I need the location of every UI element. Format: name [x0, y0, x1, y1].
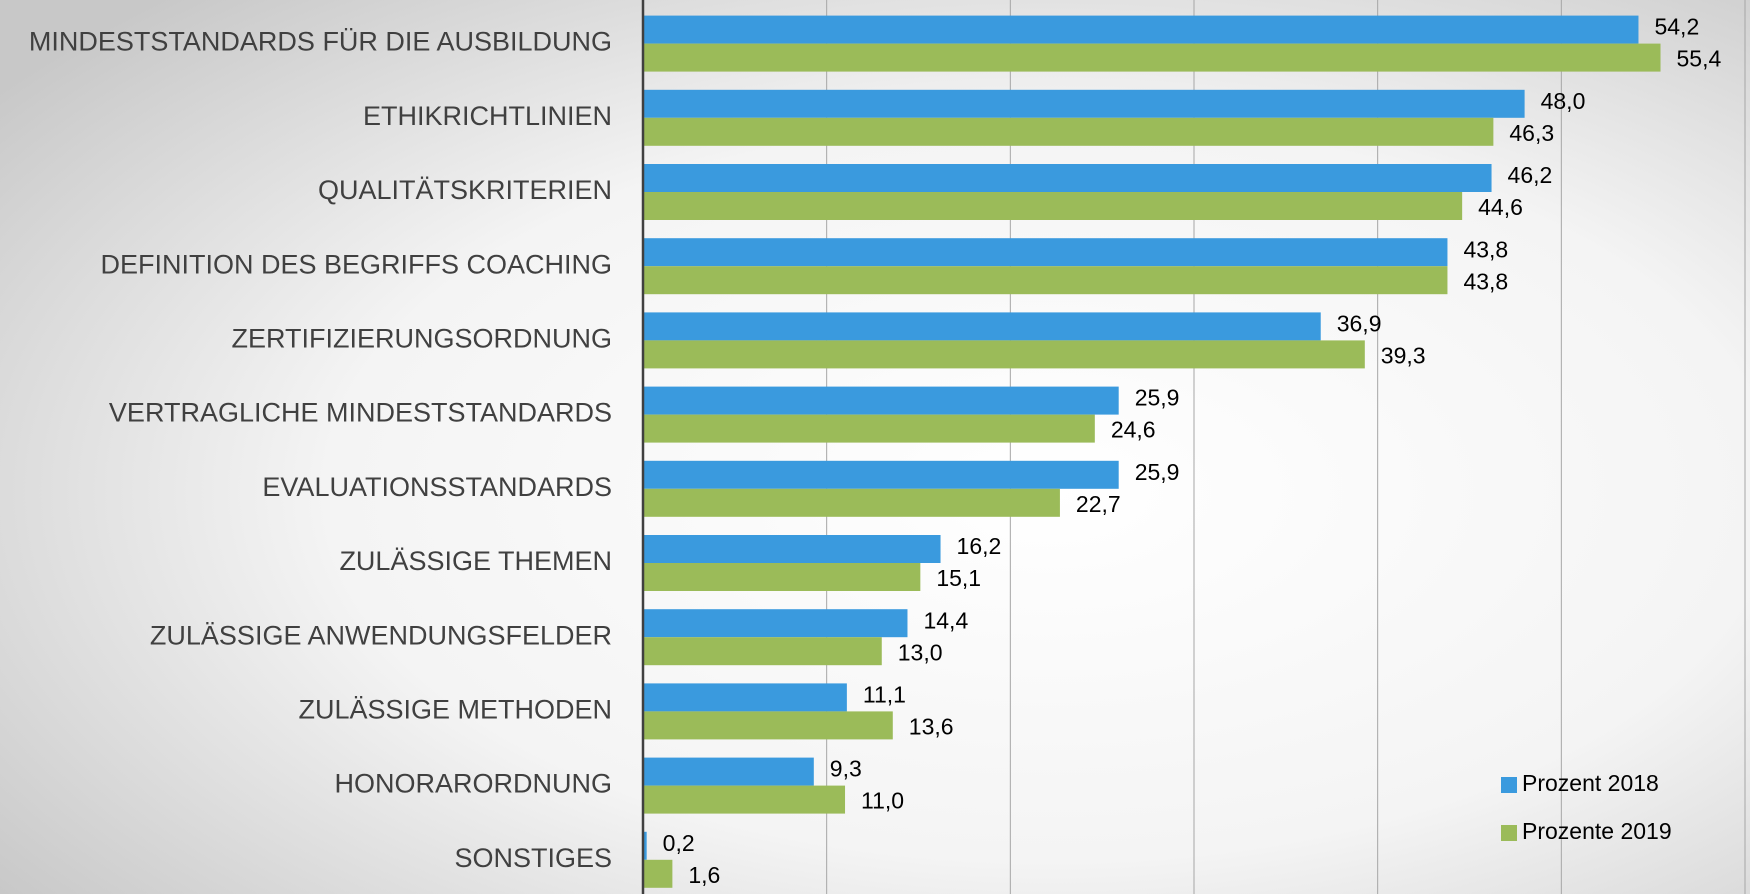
value-label: 1,6 — [688, 862, 720, 888]
bar — [643, 43, 1661, 72]
value-label: 44,6 — [1478, 194, 1523, 220]
value-label: 55,4 — [1677, 46, 1722, 72]
value-label: 39,3 — [1381, 342, 1426, 368]
bar — [643, 859, 673, 888]
bar — [643, 15, 1639, 44]
bar — [643, 831, 647, 860]
value-label: 22,7 — [1076, 491, 1121, 517]
value-label: 43,8 — [1463, 268, 1508, 294]
value-label: 11,1 — [863, 681, 906, 707]
bar — [643, 711, 893, 740]
category-label: SONSTIGES — [454, 843, 612, 873]
value-label: 36,9 — [1337, 310, 1382, 336]
value-label: 48,0 — [1541, 88, 1586, 114]
value-label: 24,6 — [1111, 417, 1156, 443]
bar — [643, 312, 1321, 341]
value-label: 11,0 — [861, 788, 904, 814]
category-label: EVALUATIONSSTANDARDS — [262, 472, 612, 502]
category-label: ZERTIFIZIERUNGSORDNUNG — [231, 324, 612, 354]
legend-swatch — [1501, 825, 1517, 841]
bar — [643, 192, 1463, 220]
bar — [643, 637, 882, 666]
bar — [643, 340, 1365, 369]
category-label: VERTRAGLICHE MINDESTSTANDARDS — [109, 398, 612, 428]
value-label: 54,2 — [1654, 14, 1699, 40]
bar — [643, 563, 921, 591]
bar — [643, 164, 1492, 192]
value-label: 14,4 — [923, 607, 968, 633]
value-label: 16,2 — [957, 533, 1002, 559]
bar — [643, 785, 846, 814]
bar — [643, 488, 1060, 517]
bar — [643, 460, 1119, 489]
value-label: 9,3 — [830, 756, 862, 782]
bar — [643, 89, 1525, 118]
value-label: 25,9 — [1135, 385, 1180, 411]
bar — [643, 609, 908, 638]
bar — [643, 386, 1119, 415]
value-label: 43,8 — [1463, 236, 1508, 262]
category-label: DEFINITION DES BEGRIFFS COACHING — [100, 249, 612, 279]
value-label: 0,2 — [663, 830, 695, 856]
legend-label: Prozent 2018 — [1522, 770, 1659, 796]
value-label: 46,2 — [1508, 162, 1553, 188]
value-label: 13,6 — [909, 713, 954, 739]
legend-swatch — [1501, 777, 1517, 793]
bar — [643, 117, 1494, 146]
category-label: ETHIKRICHTLINIEN — [363, 101, 612, 131]
bar — [643, 757, 814, 786]
value-label: 15,1 — [936, 565, 981, 591]
value-label: 13,0 — [898, 639, 943, 665]
category-label: ZULÄSSIGE METHODEN — [298, 695, 612, 725]
value-label: 25,9 — [1135, 459, 1180, 485]
category-label: MINDESTSTANDARDS FÜR DIE AUSBILDUNG — [29, 27, 612, 57]
bar — [643, 266, 1448, 295]
bar — [643, 683, 847, 712]
legend-label: Prozente 2019 — [1522, 818, 1672, 844]
category-label: HONORARORDNUNG — [334, 769, 612, 799]
category-label: QUALITÄTSKRITERIEN — [318, 175, 612, 205]
bar — [643, 535, 941, 563]
bar — [643, 414, 1095, 443]
bar — [643, 238, 1448, 267]
value-label: 46,3 — [1509, 120, 1554, 146]
category-label: ZULÄSSIGE ANWENDUNGSFELDER — [150, 620, 612, 650]
category-label: ZULÄSSIGE THEMEN — [339, 546, 612, 576]
